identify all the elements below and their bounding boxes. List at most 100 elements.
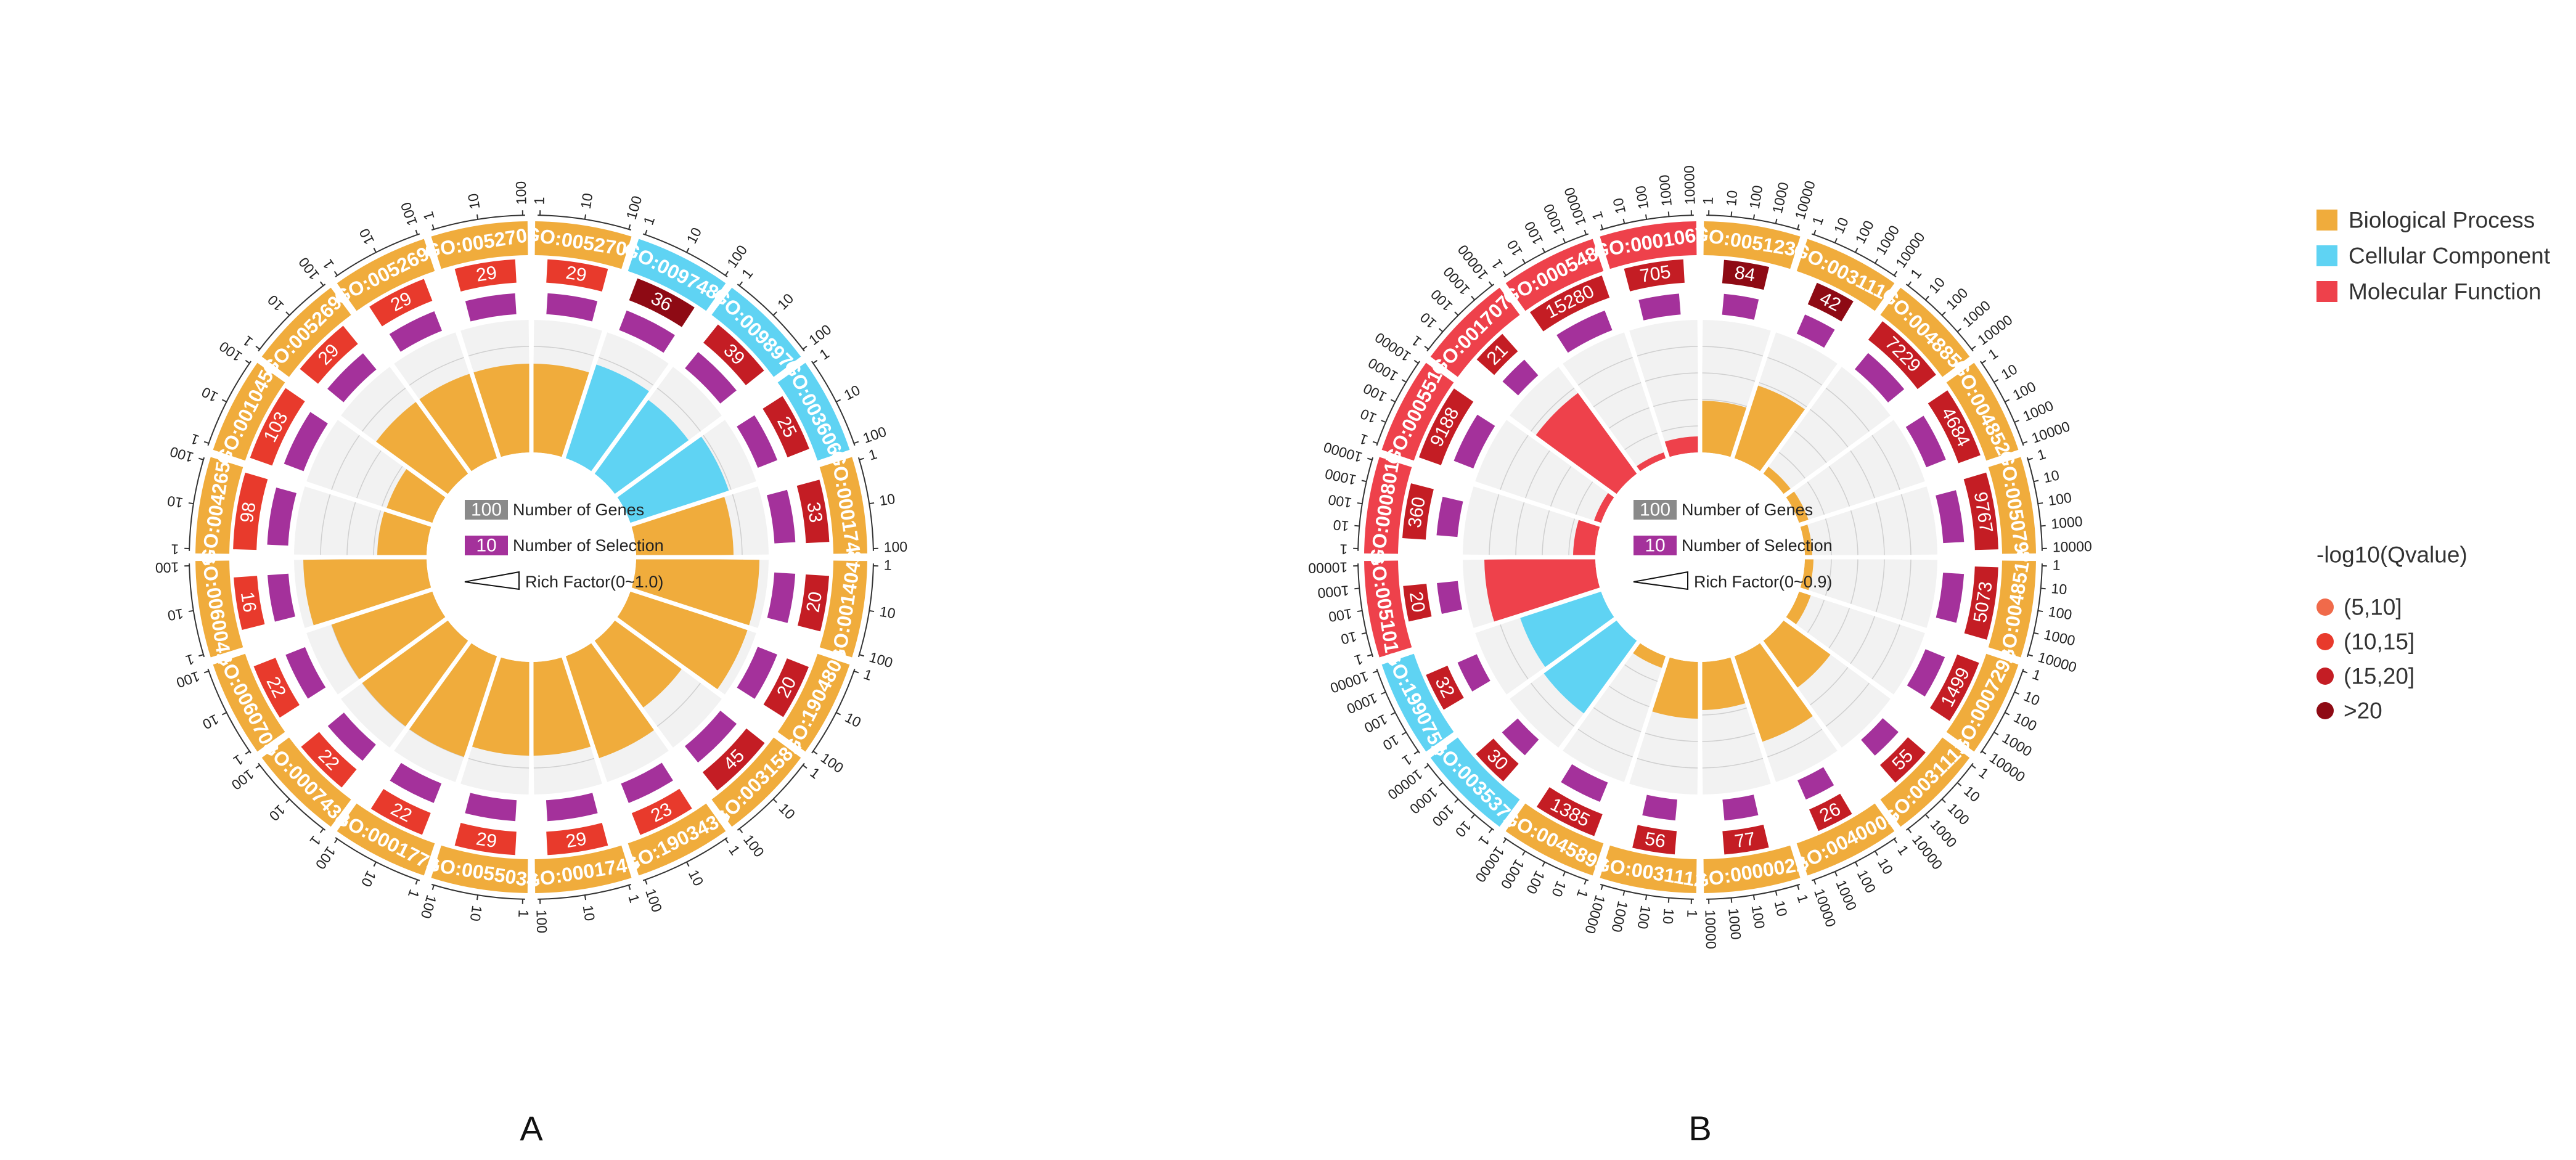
scale-tick bbox=[772, 798, 777, 803]
scale-tick-label: 1000 bbox=[2042, 626, 2077, 649]
grid-arc bbox=[1759, 382, 1807, 407]
go-id-band bbox=[628, 239, 726, 311]
grid-arc bbox=[1489, 494, 1500, 555]
scale-tick bbox=[2022, 670, 2028, 674]
scale-tick bbox=[476, 895, 479, 901]
go-id-band bbox=[1880, 737, 1970, 827]
scale-tick bbox=[1893, 838, 1898, 844]
go-id-band bbox=[1364, 457, 1412, 554]
rich-factor-bar bbox=[376, 402, 469, 495]
genes-bar bbox=[1536, 787, 1603, 836]
scale-tick bbox=[1522, 851, 1526, 856]
scale-tick bbox=[2034, 632, 2039, 635]
scale-tick bbox=[203, 670, 210, 674]
rich-track bbox=[1475, 420, 1615, 524]
sector-divider bbox=[561, 655, 607, 785]
scale-tick-label: 10 bbox=[1772, 899, 1791, 918]
grid-arc bbox=[1702, 346, 1764, 357]
go-id-band bbox=[711, 287, 801, 377]
scale-tick-label: 1 bbox=[1794, 892, 1812, 905]
sector-divider bbox=[1505, 415, 1618, 499]
scale-tick bbox=[1834, 871, 1838, 876]
rich-factor-bar bbox=[631, 558, 759, 626]
category-legend-label: Biological Process bbox=[2349, 208, 2535, 233]
go-id-band bbox=[1946, 362, 2019, 461]
scale-tick bbox=[1367, 457, 1373, 460]
go-id-band bbox=[777, 653, 850, 752]
go-id-band bbox=[819, 457, 867, 554]
scale-tick bbox=[1488, 828, 1493, 833]
scale-tick-label: 100 bbox=[2047, 489, 2073, 509]
scale-tick-label: 100 bbox=[1521, 219, 1547, 247]
sector-divider bbox=[303, 587, 434, 633]
scale-axis bbox=[258, 284, 326, 352]
scale-tick-label: 1000 bbox=[1656, 174, 1675, 206]
grid-arc bbox=[656, 388, 701, 432]
scale-tick-label: 10 bbox=[1998, 361, 2020, 382]
scale-tick-label: 10000 bbox=[2029, 418, 2072, 446]
selection-bar bbox=[1905, 415, 1946, 468]
genes-bar bbox=[763, 658, 809, 717]
sector-divider bbox=[1624, 329, 1670, 460]
scale-tick bbox=[686, 862, 690, 867]
genes-bar bbox=[233, 472, 268, 550]
scale-tick-label: 1 bbox=[420, 210, 438, 222]
grid-arc bbox=[1825, 558, 1832, 597]
grid-arc bbox=[1871, 624, 1900, 680]
scale-tick-label: 10000 bbox=[1308, 559, 1348, 576]
qvalue-legend-label: >20 bbox=[2344, 698, 2382, 724]
scale-axis bbox=[737, 284, 805, 352]
genes-bar bbox=[1868, 321, 1936, 390]
sector-divider bbox=[389, 362, 473, 475]
selection-bar bbox=[766, 489, 796, 544]
scale-tick bbox=[738, 828, 743, 833]
category-legend-label: Cellular Component bbox=[2349, 243, 2551, 269]
genes-key-label: Number of Genes bbox=[513, 500, 644, 519]
scale-tick bbox=[644, 229, 648, 235]
scale-tick-label: 100 bbox=[2010, 378, 2038, 404]
go-id-band bbox=[1600, 845, 1697, 893]
rich-track bbox=[1563, 642, 1667, 782]
scale-tick bbox=[1563, 238, 1566, 243]
grid-arc bbox=[1871, 435, 1900, 490]
genes-bar bbox=[1879, 737, 1926, 783]
scale-tick-label: 1 bbox=[2030, 666, 2043, 684]
go-id-band bbox=[213, 362, 285, 461]
grid-arc bbox=[533, 758, 595, 769]
rich-factor-bar bbox=[1701, 657, 1746, 710]
grid-arc bbox=[1542, 510, 1550, 556]
go-id-band bbox=[337, 803, 435, 876]
scale-tick-label: 1 bbox=[867, 446, 879, 464]
rich-factor-bar bbox=[1762, 466, 1791, 495]
scale-tick-label: 10 bbox=[356, 226, 377, 248]
scale-tick-label: 10 bbox=[1452, 818, 1474, 840]
scale-tick-label: 100 bbox=[1632, 184, 1652, 210]
scale-tick-label: 10 bbox=[166, 606, 184, 624]
scale-tick-label: 100 bbox=[174, 668, 202, 691]
scale-axis bbox=[737, 762, 805, 831]
sector-divider bbox=[1797, 587, 1928, 633]
rich-factor-bar bbox=[362, 619, 469, 727]
scale-tick bbox=[333, 838, 338, 844]
rich-factor-bar bbox=[1544, 619, 1638, 714]
scale-tick bbox=[1454, 311, 1459, 316]
genes-bar bbox=[631, 788, 692, 835]
rich-factor-bar bbox=[473, 364, 531, 457]
scale-tick bbox=[802, 764, 808, 769]
qvalue-legend-dot bbox=[2316, 633, 2334, 650]
scale-tick-label: 1 bbox=[1907, 266, 1924, 282]
scale-tick-label: 10 bbox=[1358, 406, 1379, 427]
scale-tick bbox=[1361, 480, 1367, 483]
selection-bar bbox=[1855, 353, 1905, 402]
scale-tick-label: 1000 bbox=[1344, 690, 1380, 717]
scale-tick bbox=[1381, 691, 1386, 695]
scale-tick-label: 1 bbox=[171, 541, 179, 557]
scale-tick-label: 100 bbox=[1852, 218, 1877, 246]
genes-key-value: 100 bbox=[471, 500, 502, 520]
scale-tick bbox=[203, 441, 210, 444]
rich-factor-bar bbox=[631, 497, 734, 557]
